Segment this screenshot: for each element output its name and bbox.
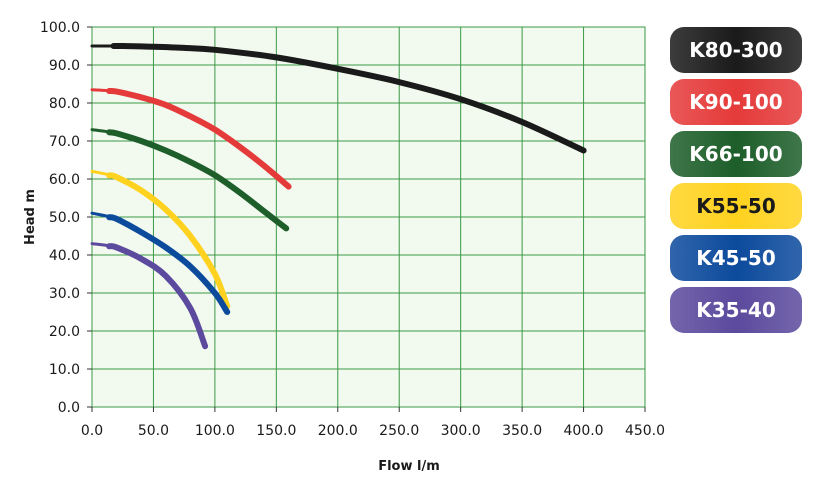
series-line-k90-100 <box>106 87 292 190</box>
legend-swatch-k90-100 <box>670 79 802 125</box>
legend-label-k80-300: K80-300 <box>689 38 782 62</box>
series-line-k80-300 <box>110 42 587 154</box>
y-tick-label: 40.0 <box>49 248 80 264</box>
x-axis-ticks: 0.0 50.0 100.0 150.0 200.0 250.0 300.0 350.0 400… <box>81 407 665 439</box>
x-tick-label: 400.0 <box>564 423 604 439</box>
y-tick-label: 0.0 <box>58 400 80 416</box>
x-tick-label: 250.0 <box>379 423 419 439</box>
legend-label-k90-100: K90-100 <box>689 90 782 114</box>
series-line-k35-40 <box>106 243 209 350</box>
x-axis-title: Flow l/m <box>378 459 440 474</box>
x-tick-label: 150.0 <box>256 423 296 439</box>
legend-swatch-k45-50 <box>670 235 802 281</box>
legend-item-k45-50: K45-50 <box>670 235 802 281</box>
legend-item-k35-40: K35-40 <box>670 287 802 333</box>
x-tick-label: 100.0 <box>195 423 235 439</box>
y-axis-ticks: 0.0 10.0 20.0 30.0 40.0 50.0 60.0 70.0 80.0 90.0 1… <box>40 20 92 416</box>
y-tick-label: 100.0 <box>40 20 80 36</box>
legend-item-k55-50: K55-50 <box>670 183 802 229</box>
legend-swatch-k35-40 <box>670 287 802 333</box>
x-tick-label: 350.0 <box>502 423 542 439</box>
y-tick-label: 10.0 <box>49 362 80 378</box>
y-tick-label: 20.0 <box>49 324 80 340</box>
x-tick-label: 50.0 <box>138 423 169 439</box>
legend-label-k66-100: K66-100 <box>689 142 782 166</box>
legend-item-k90-100: K90-100 <box>670 79 802 125</box>
legend-item-k80-300: K80-300 <box>670 27 802 73</box>
x-tick-label: 450.0 <box>625 423 665 439</box>
series-line-k66-100 <box>106 129 290 232</box>
y-tick-label: 60.0 <box>49 172 80 188</box>
series-line-k45-50 <box>106 214 231 315</box>
series-lines <box>90 42 587 350</box>
legend-swatch-k66-100 <box>670 131 802 177</box>
y-tick-label: 80.0 <box>49 96 80 112</box>
y-tick-label: 30.0 <box>49 286 80 302</box>
y-tick-label: 70.0 <box>49 134 80 150</box>
legend-label-k45-50: K45-50 <box>696 246 775 270</box>
y-tick-label: 90.0 <box>49 58 80 74</box>
x-tick-label: 0.0 <box>81 423 103 439</box>
x-tick-label: 200.0 <box>318 423 358 439</box>
series-line-k55-50 <box>106 172 231 310</box>
legend-swatch-k80-300 <box>670 27 802 73</box>
legend-item-k66-100: K66-100 <box>670 131 802 177</box>
legend-label-k35-40: K35-40 <box>696 298 775 322</box>
y-axis-title: Head m <box>23 189 38 245</box>
legend-label-k55-50: K55-50 <box>696 194 775 218</box>
legend-swatch-k55-50 <box>670 183 802 229</box>
x-tick-label: 300.0 <box>441 423 481 439</box>
legend: K80-300 K90-100 K66-100 K55-50 K45-50 K35-40 <box>670 27 802 333</box>
y-tick-label: 50.0 <box>49 210 80 226</box>
